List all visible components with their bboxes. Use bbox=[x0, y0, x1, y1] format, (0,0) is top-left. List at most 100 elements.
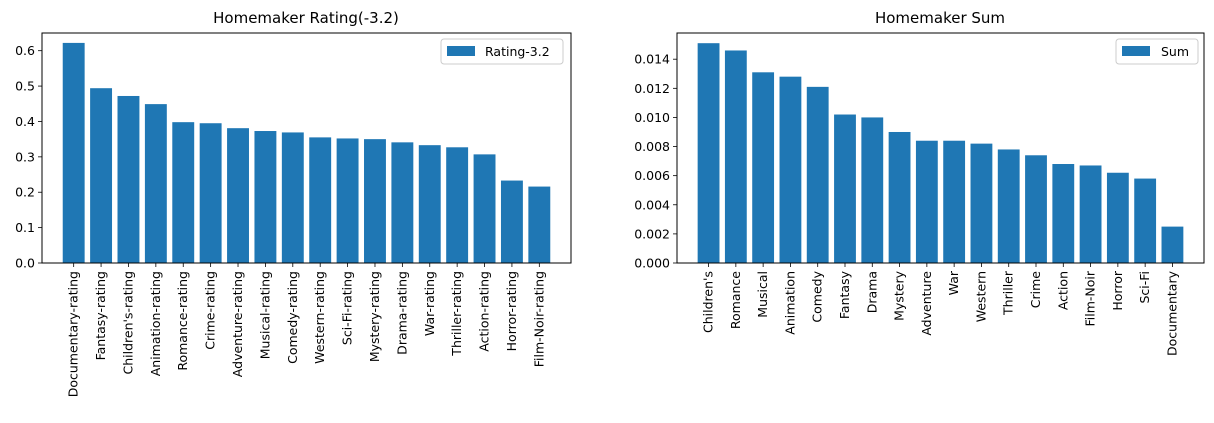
x-tick-label: Mystery-rating bbox=[367, 271, 382, 362]
legend-box bbox=[440, 38, 564, 65]
bar bbox=[915, 140, 938, 263]
y-tick-label: 0.1 bbox=[15, 220, 35, 235]
legend-box bbox=[1115, 38, 1199, 65]
x-tick-label: Animation bbox=[782, 271, 797, 335]
chart-homemaker-sum: Homemaker Sum 0.000 0.002 0.004 0.006 0.008 0… bbox=[634, 9, 1205, 356]
x-tick-label: Film-Noir-rating bbox=[531, 271, 546, 367]
bar bbox=[861, 117, 884, 264]
x-tick-label: Children's-rating bbox=[120, 271, 135, 375]
x-tick-label: War-rating bbox=[422, 271, 437, 336]
bar bbox=[1079, 165, 1102, 263]
x-tick-label: Crime-rating bbox=[203, 271, 218, 350]
x-tick-label: Drama-rating bbox=[394, 271, 409, 355]
x-tick-label: Crime bbox=[1028, 271, 1043, 309]
bar bbox=[199, 123, 222, 263]
y-tick-label: 0.5 bbox=[15, 79, 35, 94]
bar bbox=[254, 131, 277, 263]
y-tick-label: 0.4 bbox=[15, 114, 35, 129]
bar bbox=[500, 180, 523, 263]
chart-title: Homemaker Sum bbox=[875, 9, 1005, 27]
y-tick-label: 0.012 bbox=[634, 81, 670, 96]
plot-frame bbox=[41, 32, 572, 264]
bar bbox=[888, 131, 911, 263]
x-tick-label: Thriller bbox=[1001, 270, 1016, 316]
bar bbox=[281, 132, 304, 263]
x-tick-label: Action bbox=[1055, 271, 1070, 310]
legend-swatch bbox=[1122, 46, 1150, 56]
legend: Sum bbox=[1115, 38, 1199, 65]
x-tick-label: Action-rating bbox=[477, 271, 492, 352]
bar bbox=[309, 137, 332, 263]
x-tick-label: Comedy-rating bbox=[285, 271, 300, 364]
bar-group bbox=[62, 42, 551, 264]
bar bbox=[1106, 172, 1129, 263]
bar bbox=[227, 128, 249, 263]
x-tick-label: Romance-rating bbox=[175, 271, 190, 371]
y-axis: 0.0 0.1 0.2 0.3 0.4 0.5 0.6 bbox=[15, 43, 42, 271]
x-tick-label: Fantasy bbox=[837, 270, 852, 319]
x-tick-label: Comedy bbox=[810, 270, 825, 322]
bar bbox=[943, 140, 966, 263]
x-tick-label: War bbox=[946, 270, 961, 295]
bar bbox=[391, 142, 414, 263]
x-tick-label: Adventure bbox=[919, 271, 934, 336]
legend-swatch bbox=[447, 46, 475, 56]
y-tick-label: 0.000 bbox=[634, 256, 670, 271]
legend-label: Sum bbox=[1161, 44, 1189, 59]
chart-title: Homemaker Rating(-3.2) bbox=[213, 9, 399, 27]
x-tick-label: Horror-rating bbox=[504, 271, 519, 351]
bar bbox=[834, 114, 856, 264]
x-tick-label: Sci-Fi bbox=[1137, 271, 1152, 304]
y-tick-label: 0.3 bbox=[15, 149, 35, 164]
bar bbox=[418, 145, 441, 263]
x-tick-label: Film-Noir bbox=[1083, 270, 1098, 326]
bar bbox=[528, 186, 551, 263]
bar bbox=[724, 50, 747, 263]
bar bbox=[364, 139, 386, 263]
bar bbox=[62, 42, 85, 263]
y-tick-label: 0.008 bbox=[634, 139, 670, 154]
bar bbox=[117, 95, 140, 263]
x-tick-label: Horror bbox=[1110, 270, 1125, 310]
bar bbox=[336, 138, 359, 263]
x-axis: Children's Romance Musical Animation Comedy F… bbox=[701, 263, 1179, 356]
bar bbox=[90, 88, 113, 263]
bar-group bbox=[697, 43, 1184, 264]
x-tick-label: Mystery bbox=[892, 270, 907, 320]
x-tick-label: Musical bbox=[755, 271, 770, 318]
legend: Rating-3.2 bbox=[440, 38, 564, 65]
y-tick-label: 0.014 bbox=[634, 52, 670, 67]
x-tick-label: Animation-rating bbox=[148, 271, 163, 376]
x-axis: Documentary-rating Fantasy-rating Children… bbox=[66, 263, 546, 397]
x-tick-label: Documentary bbox=[1164, 270, 1179, 356]
x-tick-label: Sci-Fi-rating bbox=[340, 271, 355, 345]
x-tick-label: Documentary-rating bbox=[66, 271, 81, 397]
bar bbox=[446, 147, 469, 263]
bar bbox=[806, 86, 829, 263]
bar bbox=[779, 76, 802, 263]
x-tick-label: Musical-rating bbox=[257, 271, 272, 359]
y-tick-label: 0.002 bbox=[634, 226, 670, 241]
y-tick-label: 0.010 bbox=[634, 110, 670, 125]
bar bbox=[1161, 226, 1184, 263]
y-tick-label: 0.0 bbox=[15, 256, 35, 271]
bar bbox=[1052, 164, 1075, 263]
x-tick-label: Romance bbox=[728, 271, 743, 329]
x-tick-label: Children's bbox=[701, 271, 716, 333]
bar bbox=[752, 72, 775, 263]
y-tick-label: 0.2 bbox=[15, 185, 35, 200]
x-tick-label: Western bbox=[973, 271, 988, 322]
y-tick-label: 0.006 bbox=[634, 168, 670, 183]
x-tick-label: Adventure-rating bbox=[230, 271, 245, 377]
bar bbox=[1025, 155, 1047, 263]
x-tick-label: Drama bbox=[864, 271, 879, 313]
x-tick-label: Thriller-rating bbox=[449, 271, 464, 357]
x-tick-label: Western-rating bbox=[312, 271, 327, 364]
y-tick-label: 0.6 bbox=[15, 43, 35, 58]
bar bbox=[997, 149, 1020, 263]
bar bbox=[697, 43, 720, 263]
legend-label: Rating-3.2 bbox=[485, 44, 550, 59]
bar bbox=[970, 143, 993, 263]
y-tick-label: 0.004 bbox=[634, 197, 670, 212]
